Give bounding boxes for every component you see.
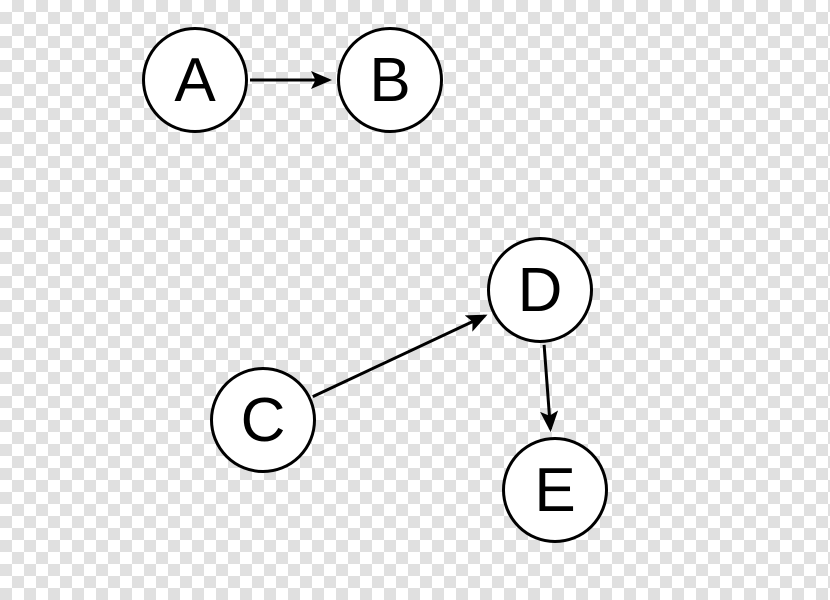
graph-edge-d-e bbox=[544, 345, 550, 429]
graph-node-c: C bbox=[210, 367, 316, 473]
graph-diagram: A B C D E bbox=[0, 0, 830, 600]
graph-node-label: E bbox=[534, 455, 575, 526]
graph-node-e: E bbox=[502, 437, 608, 543]
graph-node-b: B bbox=[337, 27, 443, 133]
graph-node-a: A bbox=[142, 27, 248, 133]
graph-node-d: D bbox=[487, 237, 593, 343]
graph-node-label: D bbox=[518, 255, 563, 326]
graph-node-label: A bbox=[174, 45, 215, 116]
graph-edge-c-d bbox=[313, 316, 485, 397]
graph-node-label: B bbox=[369, 45, 410, 116]
graph-node-label: C bbox=[241, 385, 286, 456]
